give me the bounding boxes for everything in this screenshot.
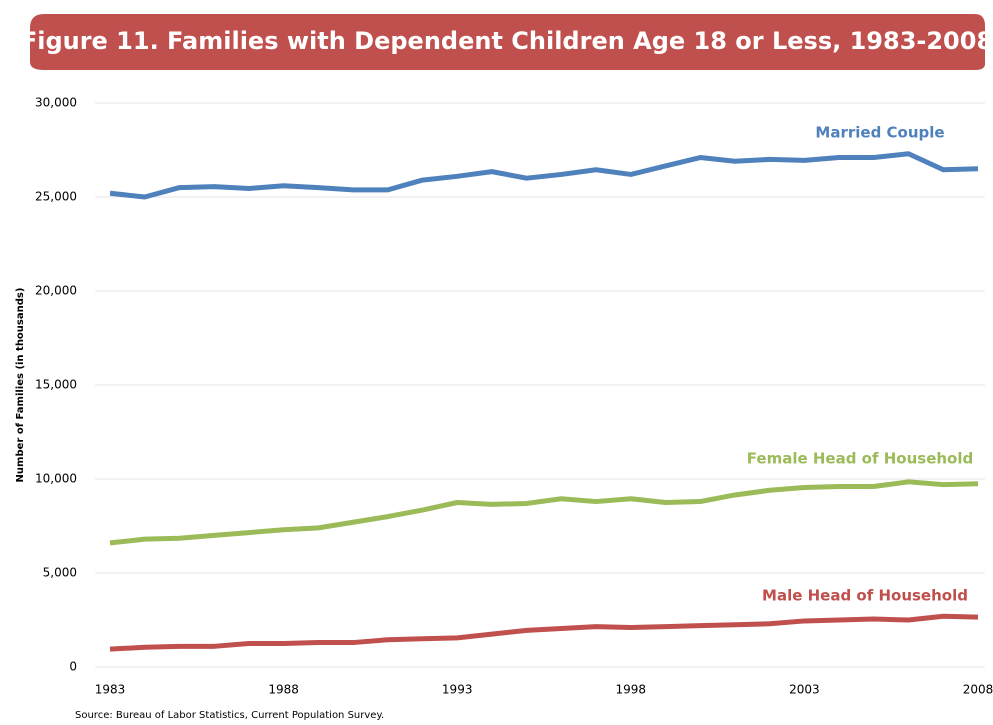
x-tick-label: 1998: [616, 683, 647, 697]
series-label: Male Head of Household: [762, 587, 968, 605]
source-note: Source: Bureau of Labor Statistics, Curr…: [75, 710, 384, 721]
x-tick-label: 1988: [268, 683, 299, 697]
x-tick-label: 1993: [442, 683, 473, 697]
y-tick-label: 10,000: [35, 472, 77, 486]
y-tick-label: 0: [69, 660, 77, 674]
series-line: [109, 479, 979, 546]
series-label: Female Head of Household: [747, 450, 973, 468]
y-tick-label: 5,000: [43, 566, 77, 580]
series-label: Married Couple: [815, 124, 944, 142]
series-line: [109, 613, 979, 652]
y-axis-label: Number of Families (in thousands): [15, 288, 26, 483]
series-line: [109, 151, 979, 200]
y-tick-label: 25,000: [35, 190, 77, 204]
y-tick-label: 30,000: [35, 96, 77, 110]
x-tick-label: 2008: [963, 683, 993, 697]
y-tick-label: 15,000: [35, 378, 77, 392]
title-banner: [30, 14, 985, 70]
x-tick-label: 2003: [789, 683, 820, 697]
x-tick-label: 1983: [95, 683, 126, 697]
y-tick-label: 20,000: [35, 284, 77, 298]
chart-title: Figure 11. Families with Dependent Child…: [21, 27, 993, 55]
